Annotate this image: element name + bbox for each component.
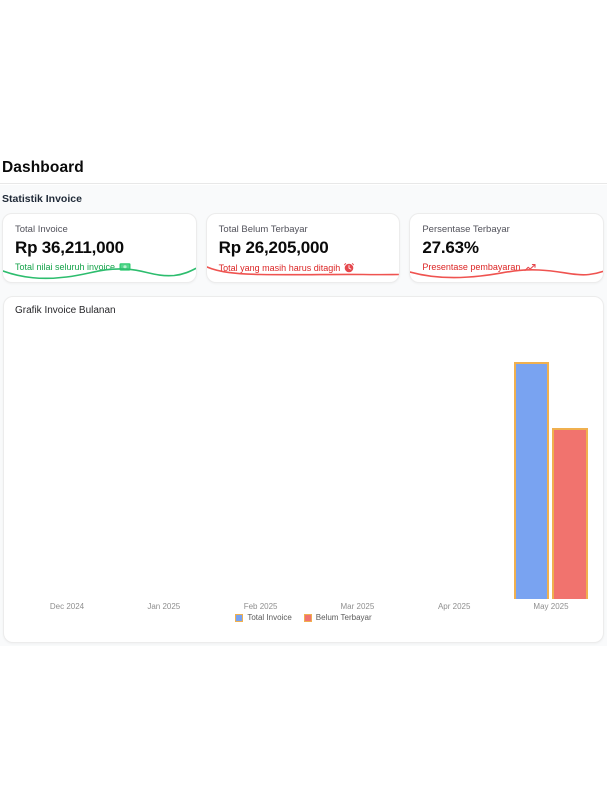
x-tick-label: Apr 2025 <box>437 602 471 611</box>
chart-x-axis: Dec 2024 Jan 2025 Feb 2025 Mar 2025 Apr 2025… <box>19 602 599 614</box>
chart-card-title: Grafik Invoice Bulanan <box>15 305 116 316</box>
stat-card-value: 27.63% <box>422 238 479 257</box>
stat-card-subtitle-row: Total yang masih harus ditagih <box>219 262 355 273</box>
chart-bar-total-invoice[interactable] <box>514 362 549 599</box>
x-tick-label: May 2025 <box>533 602 569 611</box>
stat-card-subtitle: Total nilai seluruh invoice <box>15 262 116 272</box>
page-title: Dashboard <box>2 159 84 176</box>
trend-up-icon <box>524 263 536 271</box>
chart-card: Grafik Invoice Bulanan Dec 2024 Jan 2025 F… <box>3 296 604 643</box>
chart-bar-belum-terbayar[interactable] <box>552 427 588 599</box>
stat-card-label: Persentase Terbayar <box>422 224 510 235</box>
legend-swatch <box>235 613 244 622</box>
main-content: Statistik Invoice Total Invoice Rp 36,21… <box>0 185 607 646</box>
stat-card-subtitle: Presentase pembayaran <box>422 262 521 272</box>
chart-plot <box>19 331 599 599</box>
stat-card-belum-terbayar: Total Belum Terbayar Rp 26,205,000 Total… <box>205 213 401 283</box>
legend-item-belum-terbayar[interactable]: Belum Terbayar <box>303 613 372 622</box>
stat-card-subtitle: Total yang masih harus ditagih <box>218 262 341 273</box>
legend-item-total-invoice[interactable]: Total Invoice <box>235 613 292 622</box>
legend-label: Total Invoice <box>247 613 292 622</box>
stats-section-title: Statistik Invoice <box>2 193 82 205</box>
x-tick-label: Mar 2025 <box>340 602 375 611</box>
legend-label: Belum Terbayar <box>315 613 372 622</box>
x-tick-label: Feb 2025 <box>243 602 278 611</box>
stat-card-value: Rp 26,205,000 <box>218 238 329 257</box>
x-tick-label: Dec 2024 <box>49 602 85 611</box>
stat-cards-row: Total Invoice Rp 36,211,000 Total nilai … <box>2 213 604 283</box>
stat-card-subtitle-row: Presentase pembayaran <box>422 262 537 272</box>
chart-legend: Total Invoice Belum Terbayar <box>4 613 603 622</box>
legend-swatch <box>303 613 312 622</box>
stat-card-label: Total Belum Terbayar <box>218 224 308 235</box>
sparkline-persentase <box>410 269 603 279</box>
stat-card-persentase-terbayar: Persentase Terbayar 27.63% Presentase pe… <box>409 213 604 283</box>
stat-card-label: Total Invoice <box>15 224 68 235</box>
sparkline-total-invoice <box>3 267 196 280</box>
stat-card-value: Rp 36,211,000 <box>15 238 124 257</box>
sparkline-belum-terbayar <box>206 266 400 276</box>
x-tick-label: Jan 2025 <box>147 602 181 611</box>
stat-card-total-invoice: Total Invoice Rp 36,211,000 Total nilai … <box>2 213 197 283</box>
alarm-clock-icon <box>344 263 355 273</box>
page-header: Dashboard <box>0 0 607 184</box>
